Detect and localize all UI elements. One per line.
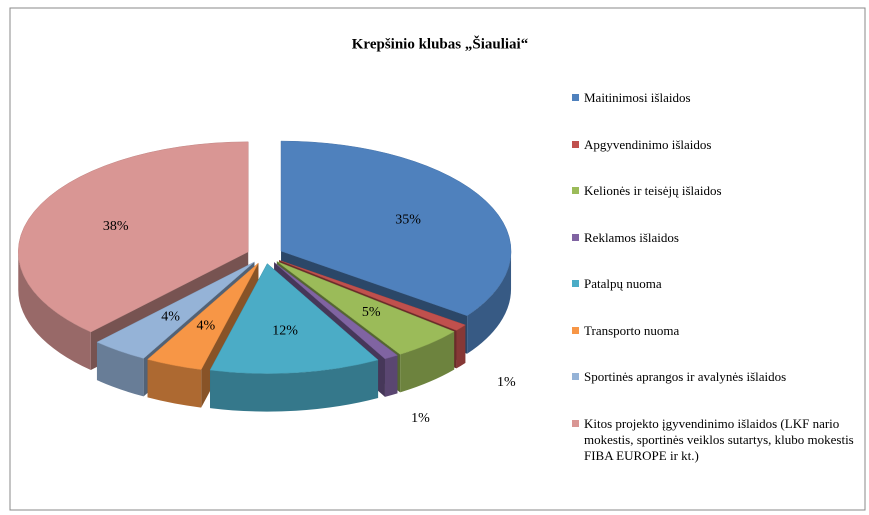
legend-label: Apgyvendinimo išlaidos xyxy=(584,136,712,152)
legend-label: Maitinimosi išlaidos xyxy=(584,90,691,105)
legend-label: Kitos projekto įgyvendinimo išlaidos (LK… xyxy=(584,415,854,463)
data-label: 5% xyxy=(362,305,381,320)
legend-swatch xyxy=(572,233,579,241)
legend-item: Kitos projekto įgyvendinimo išlaidos (LK… xyxy=(572,416,857,464)
legend-label: Patalpų nuoma xyxy=(584,276,662,291)
legend-swatch xyxy=(572,140,579,148)
legend-item: Reklamos išlaidos xyxy=(572,230,857,261)
legend-item: Apgyvendinimo išlaidos xyxy=(572,137,857,168)
slice-wall xyxy=(147,359,202,408)
legend-swatch xyxy=(572,94,579,101)
slice-wall xyxy=(456,324,466,369)
chart-title: Krepšinio klubas „Šiauliai“ xyxy=(352,35,529,52)
legend-swatch xyxy=(572,419,579,427)
legend-label: Reklamos išlaidos xyxy=(584,229,679,245)
slice-top xyxy=(96,261,255,359)
slice xyxy=(209,263,379,412)
slice-top xyxy=(279,260,466,331)
slice-wall xyxy=(384,355,398,397)
data-label: 38% xyxy=(103,219,129,234)
slice-wall xyxy=(18,251,91,371)
legend-item: Maitinimosi išlaidos xyxy=(572,90,857,121)
slice-top xyxy=(273,262,398,360)
data-label: 4% xyxy=(161,309,180,324)
legend-swatch xyxy=(572,326,579,334)
slice-top xyxy=(147,262,259,370)
slice-wall xyxy=(400,331,455,393)
legend-label: Transporto nuoma xyxy=(584,322,680,338)
legend-item: Sportinės aprangos ir avalynės išlaidos xyxy=(572,369,857,400)
data-label: 12% xyxy=(272,323,298,338)
legend-item: Patalpų nuoma xyxy=(572,276,857,307)
legend-item: Kelionės ir teisėjų išlaidos xyxy=(572,183,857,214)
legend-swatch xyxy=(572,187,579,194)
slice-top xyxy=(209,263,379,374)
data-label: 1% xyxy=(497,375,516,390)
slice-top xyxy=(280,140,512,317)
data-label: 4% xyxy=(197,319,216,334)
legend-swatch xyxy=(572,373,579,380)
slice-top xyxy=(276,261,455,355)
slice-top xyxy=(18,141,249,333)
legend: Maitinimosi išlaidos Apgyvendinimo išlaid… xyxy=(572,90,857,480)
slice-wall xyxy=(467,251,512,354)
legend-label: Sportinės aprangos ir avalynės išlaidos xyxy=(584,369,787,384)
data-label: 1% xyxy=(411,411,430,426)
legend-item: Transporto nuoma xyxy=(572,323,857,354)
data-label: 35% xyxy=(395,212,421,227)
legend-swatch xyxy=(572,280,579,287)
legend-label: Kelionės ir teisėjų išlaidos xyxy=(584,183,722,198)
slice-wall xyxy=(96,342,144,397)
slice-wall xyxy=(210,359,379,412)
